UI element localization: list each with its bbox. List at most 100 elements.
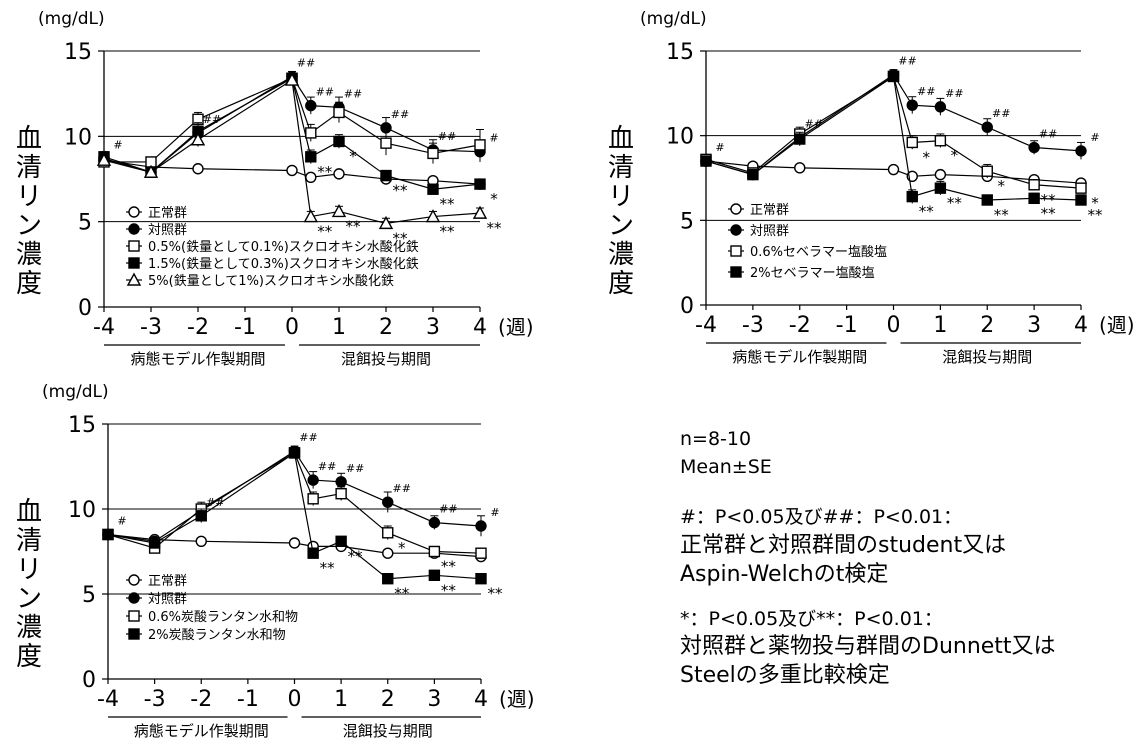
legend-marker — [730, 224, 742, 236]
legend-label: 正常群 — [148, 206, 187, 221]
mean-se-note: Mean±SE — [680, 456, 772, 478]
data-point — [96, 152, 112, 166]
legend-marker — [128, 240, 140, 252]
y-tick-label: 10 — [64, 125, 92, 150]
y-axis-title: 血清リン濃度 — [15, 497, 42, 672]
data-point — [1075, 194, 1087, 206]
hash-annotation: # — [715, 141, 724, 154]
star-annotation: ** — [394, 585, 410, 603]
data-point — [427, 183, 439, 195]
y-unit-label: (mg/dL) — [38, 9, 105, 29]
x-tick-label: 2 — [381, 687, 395, 712]
x-tick-label: -1 — [237, 687, 259, 712]
data-point — [887, 163, 900, 176]
x-tick-label: -4 — [93, 315, 115, 340]
data-point — [934, 135, 947, 147]
legend-label: 5%(鉄量として1%)スクロオキシ水酸化鉄 — [148, 274, 394, 289]
data-point — [195, 535, 207, 547]
hash-annotation: ## — [344, 87, 362, 100]
series-4 — [102, 447, 487, 585]
data-point — [981, 165, 993, 177]
sample-size-note: n=8-10 — [680, 428, 752, 450]
data-point — [934, 101, 947, 113]
y-tick-label: 15 — [666, 40, 694, 65]
x-tick-label: 4 — [473, 315, 487, 340]
data-point — [747, 168, 759, 181]
data-point — [305, 171, 317, 183]
x-tick-label: -1 — [234, 315, 256, 340]
star-annotation: ** — [488, 585, 504, 603]
y-tick-label: 5 — [78, 211, 92, 236]
hash-annotation: # — [1090, 131, 1099, 144]
series-1 — [98, 154, 486, 190]
data-point — [981, 194, 993, 206]
hash-annotation: ## — [297, 57, 315, 70]
period-label-feeding: 混餌投与期間 — [942, 348, 1032, 366]
hash-annotation: ## — [805, 117, 823, 130]
x-tick-label: 3 — [426, 315, 440, 340]
y-tick-label: 15 — [64, 40, 92, 65]
series-3 — [98, 72, 486, 168]
data-point — [307, 474, 319, 486]
series-5 — [96, 72, 488, 230]
x-tick-label: 4 — [1074, 313, 1088, 338]
star-annotation: ** — [317, 163, 333, 181]
data-point — [906, 190, 918, 203]
hash-annotation: ## — [318, 460, 336, 473]
star-annotation: ** — [1041, 191, 1057, 209]
data-point — [428, 569, 441, 581]
hash-annotation: ## — [945, 87, 963, 100]
x-unit-label: (週) — [1099, 313, 1135, 337]
x-tick-label: 0 — [288, 687, 302, 712]
x-tick-label: -2 — [789, 313, 811, 338]
hash-annotation: ## — [346, 462, 364, 475]
x-tick-label: 3 — [427, 687, 441, 712]
star-annotation: ** — [947, 194, 963, 212]
star-annotation: * — [951, 147, 959, 165]
hash-annotation: ## — [992, 107, 1010, 120]
y-unit-label: (mg/dL) — [42, 382, 109, 402]
star-annotation: ** — [440, 195, 456, 213]
x-tick-label: 1 — [332, 315, 346, 340]
hash-test-desc-2: Aspin-Welchのt検定 — [680, 562, 889, 587]
star-annotation: * — [490, 190, 498, 208]
data-point — [335, 476, 347, 488]
x-tick-label: -3 — [140, 315, 162, 340]
series-line — [107, 451, 482, 580]
star-annotation: * — [349, 147, 357, 165]
x-tick-label: -3 — [144, 687, 166, 712]
hash-annotation: # — [113, 139, 122, 152]
data-point — [303, 209, 318, 223]
star-annotation: ** — [441, 558, 457, 576]
data-point — [425, 209, 441, 223]
x-tick-label: -1 — [836, 313, 858, 338]
star-annotation: * — [398, 539, 406, 557]
data-point — [284, 72, 300, 86]
legend-marker — [126, 272, 142, 286]
data-point — [380, 137, 392, 149]
data-point — [700, 155, 712, 167]
data-point — [305, 151, 317, 163]
hash-annotation: # — [117, 515, 126, 528]
data-point — [148, 537, 161, 549]
hash-annotation: ## — [203, 113, 221, 126]
data-point — [335, 488, 347, 500]
data-point — [1075, 145, 1087, 157]
chart-3: (mg/dL) 0 5 10 15 -4 -3 -2 -1 0 1 2 3 4 (週) 病態モデル作製期間 混餌… — [42, 382, 535, 740]
data-point — [305, 99, 317, 112]
data-point — [382, 496, 394, 508]
y-axis-title: 血清リン濃度 — [15, 124, 42, 299]
hash-annotation: # — [489, 132, 498, 145]
x-tick-label: -2 — [190, 687, 212, 712]
legend-marker — [128, 592, 140, 604]
data-point — [190, 132, 206, 146]
legend-label: 0.5%(鉄量として0.1%)スクロオキシ水酸化鉄 — [148, 240, 419, 255]
data-point — [428, 516, 441, 529]
legend-marker — [730, 266, 742, 278]
hash-annotation: ## — [439, 503, 457, 516]
legend-label: 1.5%(鉄量として0.3%)スクロオキシ水酸化鉄 — [148, 257, 419, 272]
series-line — [705, 73, 1082, 176]
x-tick-label: -3 — [742, 313, 764, 338]
legend-marker — [128, 206, 140, 218]
